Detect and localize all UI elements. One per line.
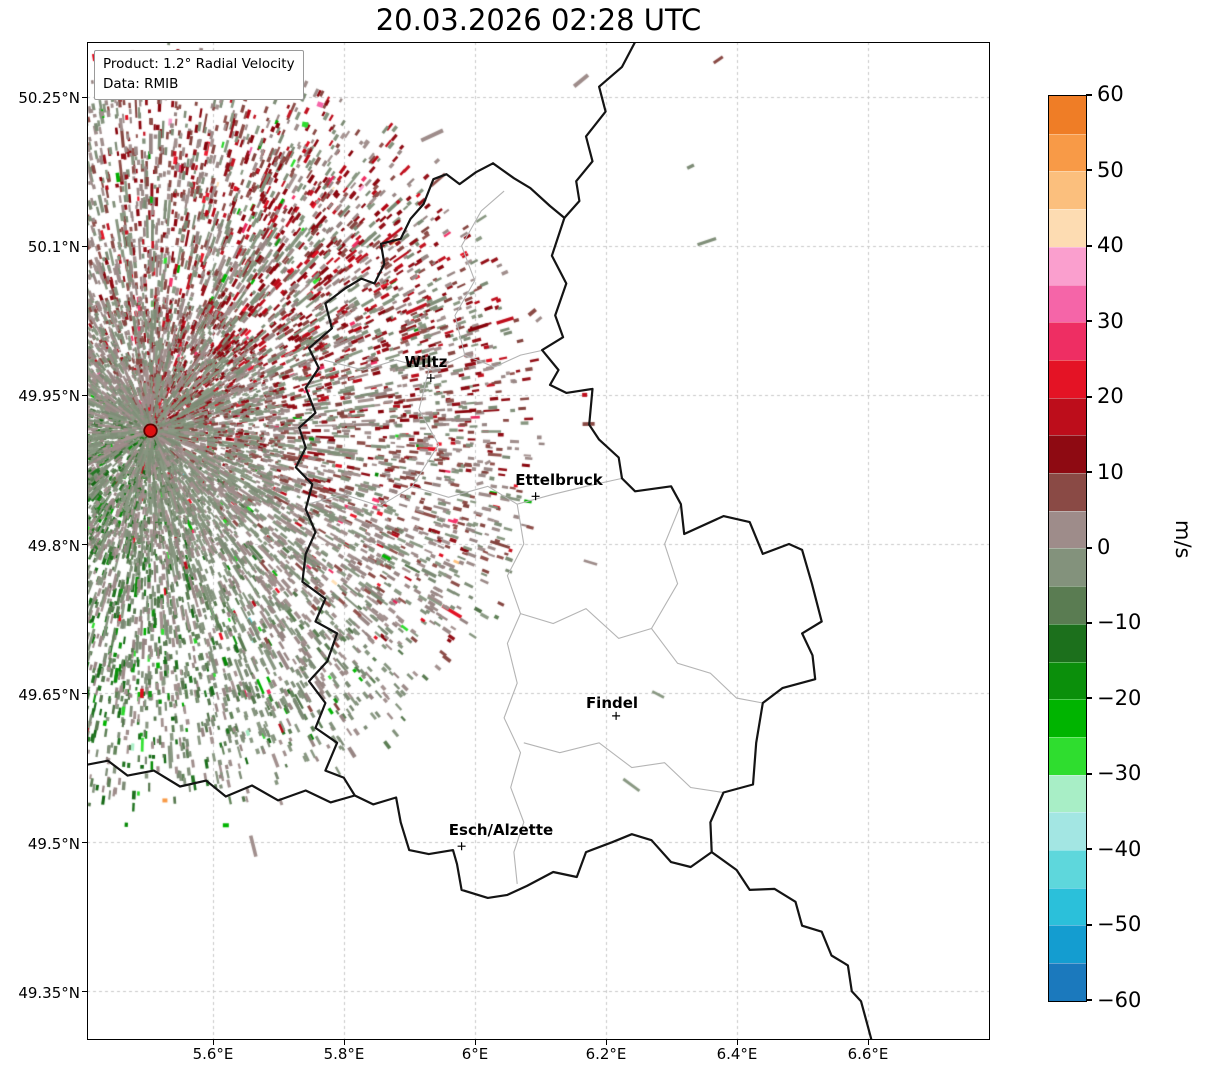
y-tick-mark xyxy=(82,693,87,695)
y-tick-mark xyxy=(82,991,87,993)
y-tick-label: 49.8°N xyxy=(27,537,80,555)
colorbar-tick-label: −30 xyxy=(1097,761,1142,785)
y-tick-label: 50.1°N xyxy=(27,238,80,256)
y-tick-label: 49.95°N xyxy=(18,387,80,405)
colorbar-band xyxy=(1049,850,1086,888)
colorbar-tick-mark xyxy=(1086,848,1092,851)
colorbar-tick-mark xyxy=(1086,546,1092,549)
colorbar-band xyxy=(1049,661,1086,700)
colorbar-band xyxy=(1049,133,1086,172)
colorbar-band xyxy=(1049,96,1086,134)
colorbar-tick-label: −50 xyxy=(1097,912,1142,936)
x-tick-mark xyxy=(474,1040,476,1045)
colorbar-tick-label: 40 xyxy=(1097,233,1124,257)
colorbar-tick-label: −20 xyxy=(1097,686,1142,710)
colorbar-tick-label: 20 xyxy=(1097,384,1124,408)
x-tick-label: 6.6°E xyxy=(847,1045,889,1063)
colorbar-tick-label: 50 xyxy=(1097,158,1124,182)
y-tick-mark xyxy=(82,842,87,844)
x-tick-mark xyxy=(605,1040,607,1045)
x-tick-label: 6.2°E xyxy=(585,1045,627,1063)
colorbar-band xyxy=(1049,397,1086,436)
colorbar-tick-mark xyxy=(1086,999,1092,1001)
city-label-ettelbruck: Ettelbruck xyxy=(515,471,603,489)
x-tick-mark xyxy=(343,1040,345,1045)
x-tick-label: 5.8°E xyxy=(323,1045,365,1063)
product-info-box: Product: 1.2° Radial Velocity Data: RMIB xyxy=(94,50,304,100)
colorbar-band xyxy=(1049,322,1086,360)
city-label-esch-alzette: Esch/Alzette xyxy=(448,821,554,839)
colorbar-tick-label: −60 xyxy=(1097,988,1142,1012)
radar-velocity-field-canvas xyxy=(87,42,990,1040)
x-tick-mark xyxy=(212,1040,214,1045)
product-line: Product: 1.2° Radial Velocity xyxy=(103,56,295,72)
colorbar-tick-mark xyxy=(1086,772,1092,775)
colorbar-tick-mark xyxy=(1086,395,1092,398)
figure-title: 20.03.2026 02:28 UTC xyxy=(375,3,702,37)
x-tick-label: 5.6°E xyxy=(192,1045,234,1063)
y-tick-label: 49.35°N xyxy=(18,984,80,1002)
colorbar-tick-mark xyxy=(1086,471,1092,474)
colorbar-tick-mark xyxy=(1086,697,1092,700)
colorbar-tick-label: −10 xyxy=(1097,610,1142,634)
colorbar-band xyxy=(1049,623,1086,662)
colorbar-band xyxy=(1049,435,1086,474)
y-tick-mark xyxy=(82,96,87,98)
colorbar-tick-mark xyxy=(1086,169,1092,172)
x-tick-mark xyxy=(736,1040,738,1045)
colorbar-tick-label: 60 xyxy=(1097,82,1124,106)
colorbar-unit-label: m/s xyxy=(1171,520,1195,559)
colorbar-band xyxy=(1049,812,1086,851)
x-tick-label: 6°E xyxy=(461,1045,489,1063)
colorbar-band xyxy=(1049,887,1086,926)
colorbar-tick-mark xyxy=(1086,923,1092,926)
colorbar-band xyxy=(1049,209,1086,247)
colorbar-tick-label: 10 xyxy=(1097,460,1124,484)
colorbar-tick-label: 0 xyxy=(1097,535,1111,559)
colorbar-band xyxy=(1049,963,1086,1001)
colorbar-band xyxy=(1049,548,1086,587)
colorbar-band xyxy=(1049,171,1086,210)
colorbar-band xyxy=(1049,473,1086,511)
y-tick-mark xyxy=(82,543,87,545)
colorbar-tick-mark xyxy=(1086,94,1092,96)
colorbar-tick-label: 30 xyxy=(1097,309,1124,333)
y-tick-label: 49.5°N xyxy=(27,835,80,853)
colorbar-band xyxy=(1049,510,1086,549)
colorbar-band xyxy=(1049,284,1086,323)
colorbar-tick-mark xyxy=(1086,621,1092,624)
data-source-line: Data: RMIB xyxy=(103,76,179,93)
colorbar-band xyxy=(1049,925,1086,964)
x-tick-label: 6.4°E xyxy=(716,1045,758,1063)
colorbar-band xyxy=(1049,774,1086,813)
colorbar-band xyxy=(1049,246,1086,285)
colorbar-band xyxy=(1049,736,1086,775)
colorbar-band xyxy=(1049,586,1086,624)
colorbar-tick-label: −40 xyxy=(1097,837,1142,861)
city-label-findel: Findel xyxy=(585,694,639,712)
colorbar-gradient xyxy=(1049,96,1086,1001)
colorbar-tick-mark xyxy=(1086,244,1092,247)
colorbar xyxy=(1048,95,1087,1002)
y-tick-mark xyxy=(82,245,87,247)
x-tick-mark xyxy=(867,1040,869,1045)
colorbar-band xyxy=(1049,359,1086,398)
colorbar-band xyxy=(1049,699,1086,737)
y-tick-mark xyxy=(82,394,87,396)
y-tick-label: 49.65°N xyxy=(18,686,80,704)
y-tick-label: 50.25°N xyxy=(18,89,80,107)
city-label-wiltz: Wiltz xyxy=(404,353,448,371)
colorbar-tick-mark xyxy=(1086,320,1092,323)
